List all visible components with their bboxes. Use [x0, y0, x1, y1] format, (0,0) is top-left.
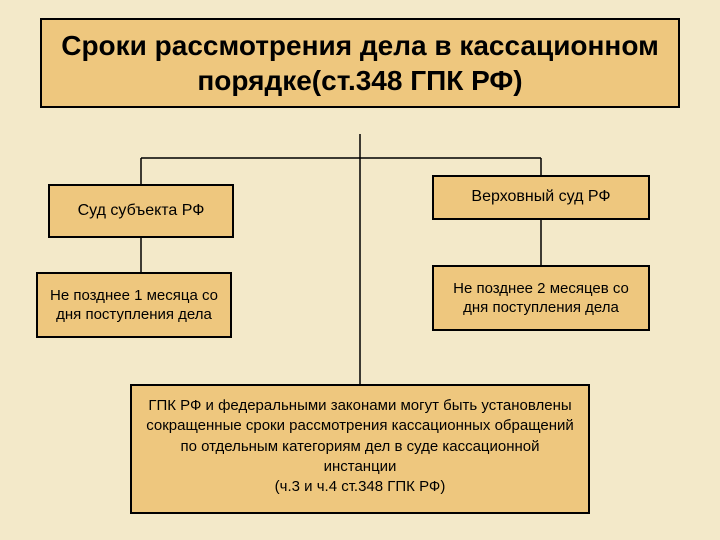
- slide-root: Сроки рассмотрения дела в кассационном п…: [0, 0, 720, 540]
- right-node: Верховный суд РФ: [432, 175, 650, 220]
- bottom-box: ГПК РФ и федеральными законами могут быт…: [130, 384, 590, 514]
- left-node: Суд субъекта РФ: [48, 184, 234, 238]
- title-box: Сроки рассмотрения дела в кассационном п…: [40, 18, 680, 108]
- right-leaf: Не позднее 2 месяцев со дня поступления …: [432, 265, 650, 331]
- left-leaf: Не позднее 1 месяца со дня поступления д…: [36, 272, 232, 338]
